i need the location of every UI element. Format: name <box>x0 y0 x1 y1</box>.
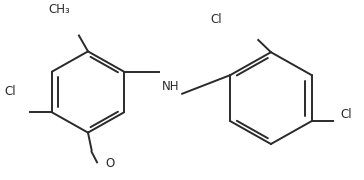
Text: CH₃: CH₃ <box>48 3 70 16</box>
Text: O: O <box>105 157 114 170</box>
Text: Cl: Cl <box>4 86 16 98</box>
Text: Cl: Cl <box>211 13 222 26</box>
Text: NH: NH <box>162 80 180 93</box>
Text: Cl: Cl <box>341 108 352 121</box>
